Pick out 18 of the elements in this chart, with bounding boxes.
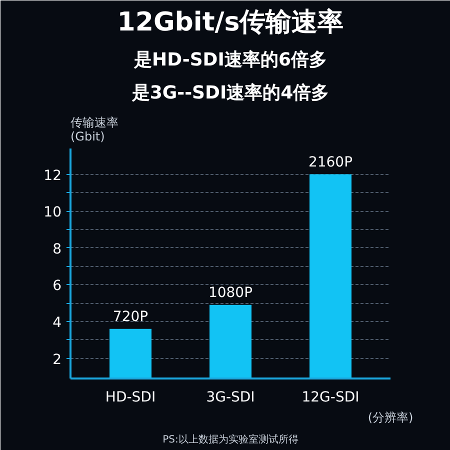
x-axis-title: (分辨率) — [368, 410, 414, 424]
annotation: 720P — [112, 308, 148, 325]
chart-title: 12Gbit/s传输速率 — [117, 8, 344, 38]
chart-subtitle: 是HD-SDI速率的6倍多 — [133, 50, 327, 70]
text: PS:以上数据为实验室测试所得 — [162, 434, 298, 446]
y-tick-label: 10 — [44, 204, 62, 221]
y-tick-label: 6 — [52, 278, 62, 294]
annotation: 1080P — [208, 284, 253, 301]
x-tick-label: 3G-SDI — [206, 390, 255, 406]
y-tick-label: 8 — [52, 241, 62, 258]
y-tick-label: 2 — [52, 352, 62, 368]
annotation: 2160P — [308, 154, 353, 170]
y-tick-label: 12 — [44, 168, 62, 184]
text: 是3G--SDI速率的4倍多 — [130, 82, 330, 104]
x-tick-label: 12G-SDI — [302, 390, 360, 406]
y-tick-label: 4 — [52, 314, 62, 331]
y-axis-title: 传输速率 (Gbit) — [70, 116, 118, 144]
x-tick-label: HD-SDI — [105, 390, 156, 406]
